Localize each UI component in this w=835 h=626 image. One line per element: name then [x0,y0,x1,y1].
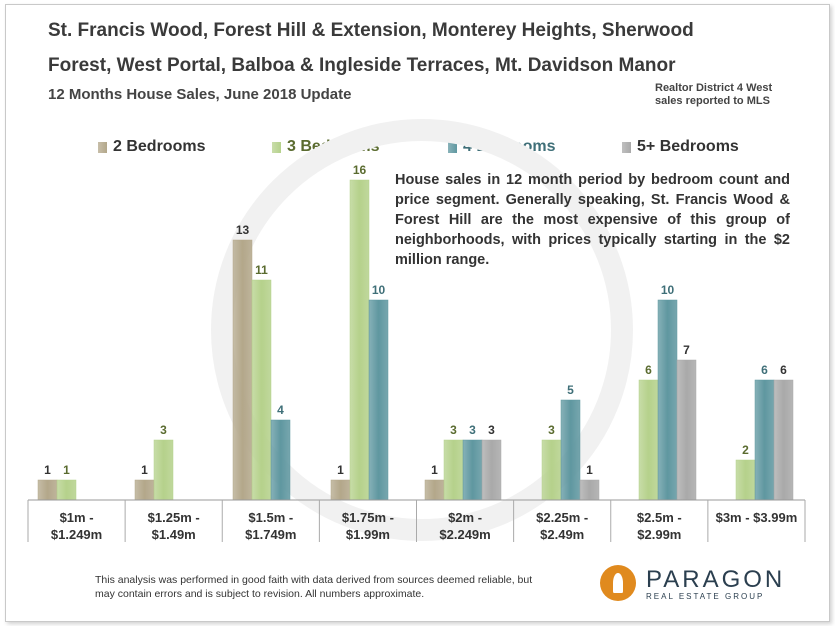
bar-2br-2 [232,239,253,501]
x-tick-label-0-1: $1.249m [51,527,102,542]
chart-title-line2: Forest, West Portal, Balboa & Ingleside … [48,55,676,76]
x-tick-label-5-0: $2.25m - [536,510,588,525]
x-tick-label-2-0: $1.5m - [248,510,293,525]
legend-swatch-2br [98,141,107,153]
bar-5br-4 [481,439,502,501]
bar-3br-3 [349,179,370,501]
data-label-4br-7: 6 [761,363,768,377]
x-tick-label-5-1: $2.49m [540,527,584,542]
paragon-logo: PARAGON REAL ESTATE GROUP [600,565,785,601]
data-label-5br-4: 3 [488,423,495,437]
bar-2br-3 [330,479,351,501]
bar-4br-2 [270,419,291,501]
source-note-line1: Realtor District 4 West [655,82,773,94]
source-note: Realtor District 4 West sales reported t… [655,82,785,108]
data-label-2br-3: 1 [337,463,344,477]
chart-title-line1: St. Francis Wood, Forest Hill & Extensio… [48,20,694,41]
data-label-2br-0: 1 [44,463,51,477]
data-label-2br-4: 1 [431,463,438,477]
bar-4br-7 [754,379,775,501]
legend-label-5br: 5+ Bedrooms [637,138,739,155]
x-tick-label-0-0: $1m - [60,510,94,525]
x-tick-label-4-1: $2.249m [439,527,490,542]
legend-swatch-4br [448,141,457,153]
data-label-3br-4: 3 [450,423,457,437]
data-label-4br-2: 4 [277,403,284,417]
bar-5br-5 [579,479,600,501]
data-label-3br-0: 1 [63,463,70,477]
bar-2br-1 [134,479,155,501]
watermark-ring [211,119,633,541]
bar-3br-0 [56,479,77,501]
data-label-4br-3: 10 [372,283,386,297]
x-tick-label-4-0: $2m - [448,510,482,525]
bar-3br-1 [153,439,174,501]
data-label-3br-3: 16 [353,163,367,177]
bar-5br-7 [773,379,794,501]
logo-subtitle: REAL ESTATE GROUP [646,591,765,601]
bar-3br-6 [638,379,659,501]
x-tick-label-6-0: $2.5m - [637,510,682,525]
legend-item-5br: 5+ Bedrooms [622,138,739,156]
data-label-3br-7: 2 [742,443,749,457]
x-tick-label-1-1: $1.49m [152,527,196,542]
data-label-4br-4: 3 [469,423,476,437]
data-label-4br-5: 5 [567,383,574,397]
data-label-5br-7: 6 [780,363,787,377]
x-tick-label-3-0: $1.75m - [342,510,394,525]
legend-swatch-5br [622,141,631,153]
bar-2br-4 [424,479,445,501]
x-tick-label-7-0: $3m - $3.99m [716,510,798,525]
data-label-2br-2: 13 [236,223,250,237]
x-tick-label-2-1: $1.749m [245,527,296,542]
data-label-3br-2: 11 [255,263,268,277]
bar-2br-0 [37,479,58,501]
bar-3br-7 [735,459,756,501]
x-tick-label-3-1: $1.99m [346,527,390,542]
bar-3br-5 [541,439,562,501]
legend-swatch-3br [272,141,281,153]
bar-3br-2 [251,279,272,501]
data-label-3br-5: 3 [548,423,555,437]
bar-4br-3 [368,299,389,501]
legend-item-2br: 2 Bedrooms [98,138,205,156]
source-note-line2: sales reported to MLS [655,95,770,107]
bar-4br-6 [657,299,678,501]
bar-3br-4 [443,439,464,501]
x-tick-label-1-0: $1.25m - [148,510,200,525]
logo-name: PARAGON [646,565,786,593]
data-label-2br-1: 1 [141,463,148,477]
footer-disclaimer: This analysis was performed in good fait… [95,574,533,600]
x-tick-label-6-1: $2.99m [637,527,681,542]
chart-description: House sales in 12 month period by bedroo… [395,172,790,268]
bar-4br-4 [462,439,483,501]
legend-label-2br: 2 Bedrooms [113,138,206,155]
chart-subtitle: 12 Months House Sales, June 2018 Update [48,86,352,103]
data-label-3br-1: 3 [160,423,167,437]
logo-mark-icon [600,565,636,601]
bar-5br-6 [676,359,697,501]
data-label-5br-6: 7 [683,343,690,357]
data-label-3br-6: 6 [645,363,652,377]
data-label-5br-5: 1 [586,463,593,477]
bar-4br-5 [560,399,581,501]
data-label-4br-6: 10 [661,283,675,297]
